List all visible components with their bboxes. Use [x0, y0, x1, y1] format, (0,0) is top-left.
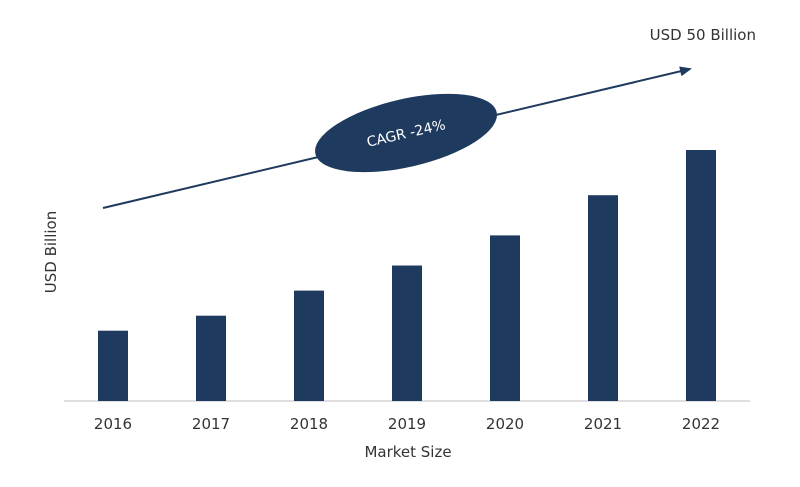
x-axis-title: Market Size [364, 443, 451, 461]
x-tick-label-2021: 2021 [584, 415, 622, 433]
bar-2019 [392, 265, 422, 401]
y-axis-title: USD Billion [42, 211, 60, 293]
x-tick-label-2017: 2017 [192, 415, 230, 433]
x-tick-label-2018: 2018 [290, 415, 328, 433]
cagr-callout-ellipse [315, 93, 497, 173]
x-tick-label-2022: 2022 [682, 415, 720, 433]
bar-2022 [686, 150, 716, 401]
bar-2018 [294, 290, 324, 401]
bar-2017 [196, 315, 226, 401]
bar-2020 [490, 235, 520, 401]
bar-2021 [588, 195, 618, 401]
x-tick-label-2016: 2016 [94, 415, 132, 433]
x-tick-label-2019: 2019 [388, 415, 426, 433]
x-tick-labels: 2016 2017 2018 2019 2020 2021 2022 [94, 415, 720, 433]
x-tick-label-2020: 2020 [486, 415, 524, 433]
bar-2016 [98, 330, 128, 401]
bars-group [98, 150, 716, 401]
end-value-annotation: USD 50 Billion [650, 26, 756, 44]
